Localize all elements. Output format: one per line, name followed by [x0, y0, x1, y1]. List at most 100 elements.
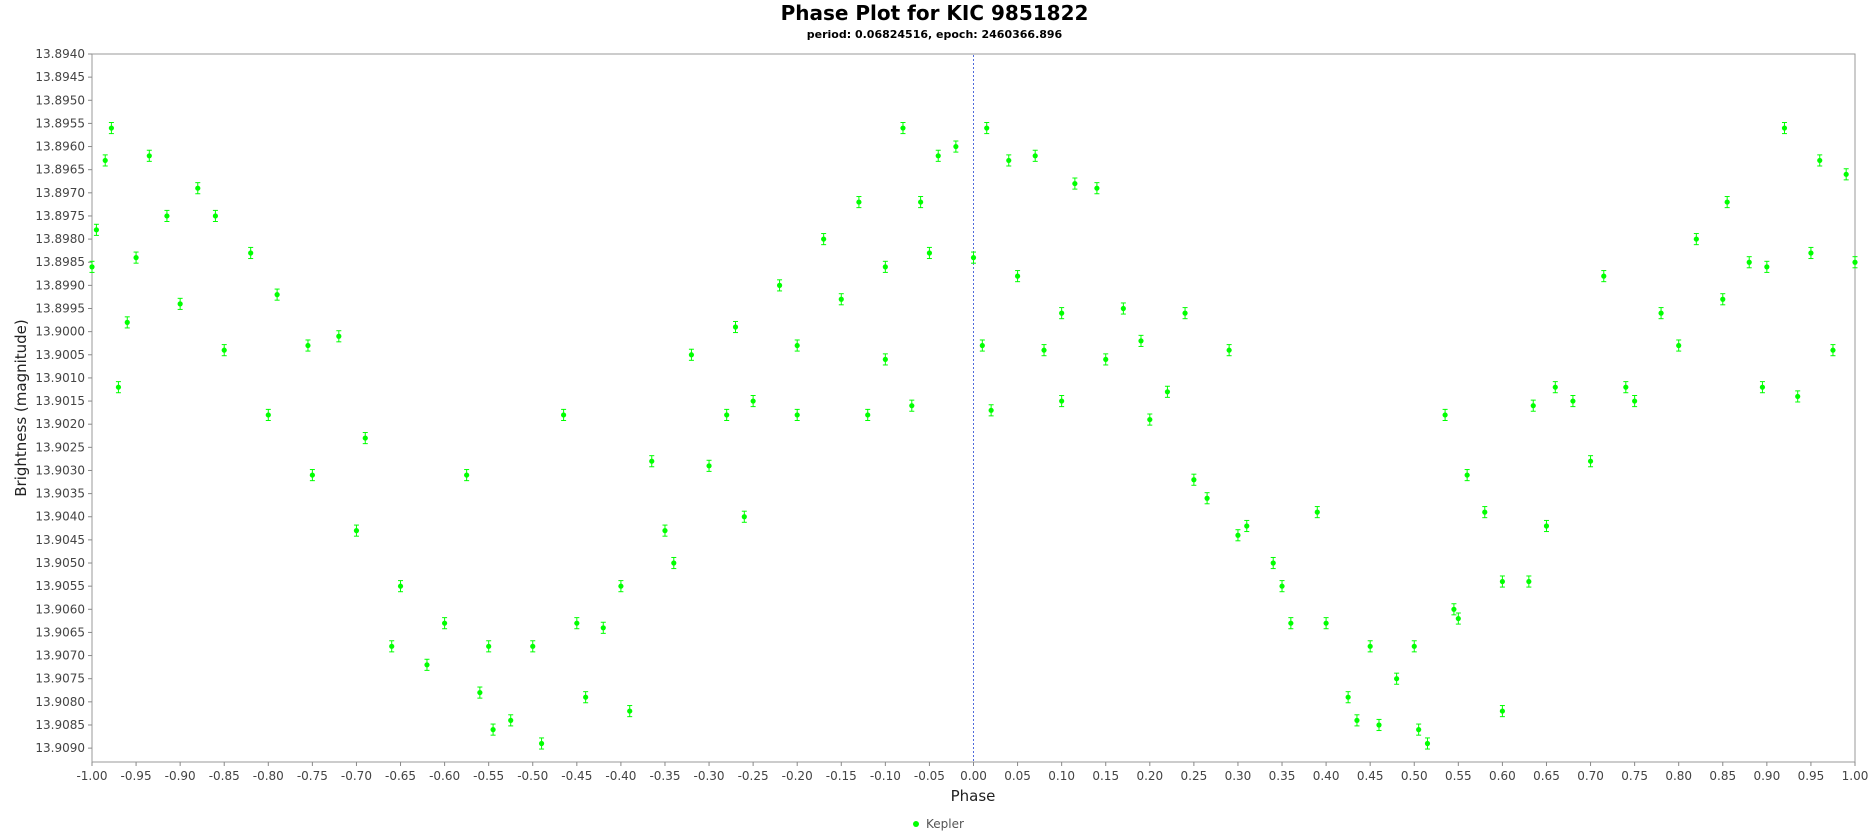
data-point	[164, 209, 170, 223]
y-tick-label: 13.9035	[35, 487, 85, 501]
data-point	[248, 246, 254, 260]
data-point	[1059, 395, 1065, 408]
data-point	[490, 723, 496, 736]
x-tick-label: 0.95	[1798, 769, 1825, 783]
data-point	[1852, 256, 1858, 269]
kepler-series	[89, 121, 1858, 750]
data-point	[336, 330, 342, 343]
data-point	[1808, 246, 1814, 260]
x-tick-label: 0.20	[1136, 769, 1163, 783]
x-tick-label: 0.85	[1709, 769, 1736, 783]
data-point	[1191, 473, 1197, 486]
data-point	[1623, 381, 1629, 394]
data-point	[1244, 519, 1250, 533]
x-tick-label: -0.30	[694, 769, 725, 783]
data-point	[93, 223, 100, 236]
data-point	[1442, 408, 1448, 421]
x-tick-label: -0.35	[649, 769, 680, 783]
data-point	[265, 408, 271, 421]
data-point	[1376, 718, 1382, 732]
chart-title: Phase Plot for KIC 9851822	[780, 1, 1089, 25]
data-point	[108, 121, 114, 135]
data-point	[1424, 737, 1431, 750]
data-point	[856, 196, 862, 209]
x-tick-label: -0.85	[209, 769, 240, 783]
y-tick-label: 13.9030	[35, 463, 85, 477]
data-point	[1570, 395, 1576, 408]
x-tick-label: -0.60	[429, 769, 460, 783]
y-tick-label: 13.9090	[35, 741, 85, 755]
x-tick-label: 0.30	[1225, 769, 1252, 783]
x-tick-label: 0.00	[960, 769, 987, 783]
y-tick-label: 13.8950	[35, 93, 85, 107]
data-point	[195, 182, 201, 195]
x-tick-label: -0.50	[517, 769, 548, 783]
data-point	[1416, 723, 1422, 736]
data-point	[1455, 612, 1461, 625]
data-point	[133, 251, 139, 264]
data-point	[309, 469, 315, 482]
x-axis-title: Phase	[951, 787, 996, 805]
data-point	[1676, 339, 1682, 352]
y-tick-label: 13.9075	[35, 672, 85, 686]
y-tick-label: 13.9085	[35, 718, 85, 732]
y-tick-label: 13.9040	[35, 510, 85, 524]
legend-label-kepler: Kepler	[926, 817, 964, 831]
x-tick-label: -0.90	[165, 769, 196, 783]
data-point	[477, 686, 483, 699]
data-point	[953, 140, 959, 153]
data-point	[1147, 413, 1153, 426]
data-point	[538, 737, 545, 750]
data-point	[89, 260, 95, 273]
data-point	[1394, 672, 1400, 685]
data-point	[1314, 506, 1320, 519]
y-tick-label: 13.9000	[35, 325, 85, 339]
data-point	[1451, 603, 1457, 616]
x-axis: -1.00 -0.95 -0.90 -0.85 -0.80 -0.75 -0.70 -0.65…	[76, 762, 1868, 783]
data-point	[1288, 617, 1294, 630]
data-point	[1632, 395, 1638, 408]
x-tick-label: 0.70	[1577, 769, 1604, 783]
x-tick-label: 0.25	[1181, 769, 1208, 783]
data-point	[1226, 344, 1232, 357]
y-tick-label: 13.9065	[35, 625, 85, 639]
data-point	[988, 404, 994, 417]
data-point	[1204, 492, 1210, 505]
data-point	[1354, 714, 1360, 727]
data-point	[1830, 344, 1836, 357]
data-point	[750, 395, 756, 408]
data-point	[508, 714, 514, 727]
data-point	[776, 279, 783, 292]
data-point	[1526, 575, 1532, 588]
data-point	[389, 640, 395, 653]
data-point	[1764, 260, 1770, 273]
data-point	[397, 580, 404, 593]
x-tick-label: -0.45	[561, 769, 592, 783]
x-tick-label: 0.10	[1048, 769, 1075, 783]
x-tick-label: -0.95	[121, 769, 152, 783]
y-tick-label: 13.8965	[35, 163, 85, 177]
x-tick-label: -0.65	[385, 769, 416, 783]
data-point	[305, 339, 311, 352]
data-point	[1411, 640, 1417, 653]
data-point	[274, 288, 280, 301]
data-point	[1138, 334, 1144, 347]
data-point	[212, 209, 219, 223]
y-tick-label: 13.8955	[35, 116, 85, 130]
x-tick-label: 0.40	[1313, 769, 1340, 783]
data-point	[362, 432, 368, 445]
data-point	[671, 556, 677, 570]
data-point	[442, 617, 448, 630]
y-tick-label: 13.9045	[35, 533, 85, 547]
data-point	[882, 260, 888, 273]
data-point	[1094, 182, 1100, 195]
data-point	[706, 459, 712, 472]
x-tick-label: 0.45	[1357, 769, 1384, 783]
data-point	[900, 121, 906, 135]
y-tick-label: 13.9060	[35, 602, 85, 616]
data-point	[1601, 270, 1607, 283]
y-tick-label: 13.9020	[35, 417, 85, 431]
data-point	[221, 344, 227, 357]
data-point	[1014, 270, 1021, 283]
